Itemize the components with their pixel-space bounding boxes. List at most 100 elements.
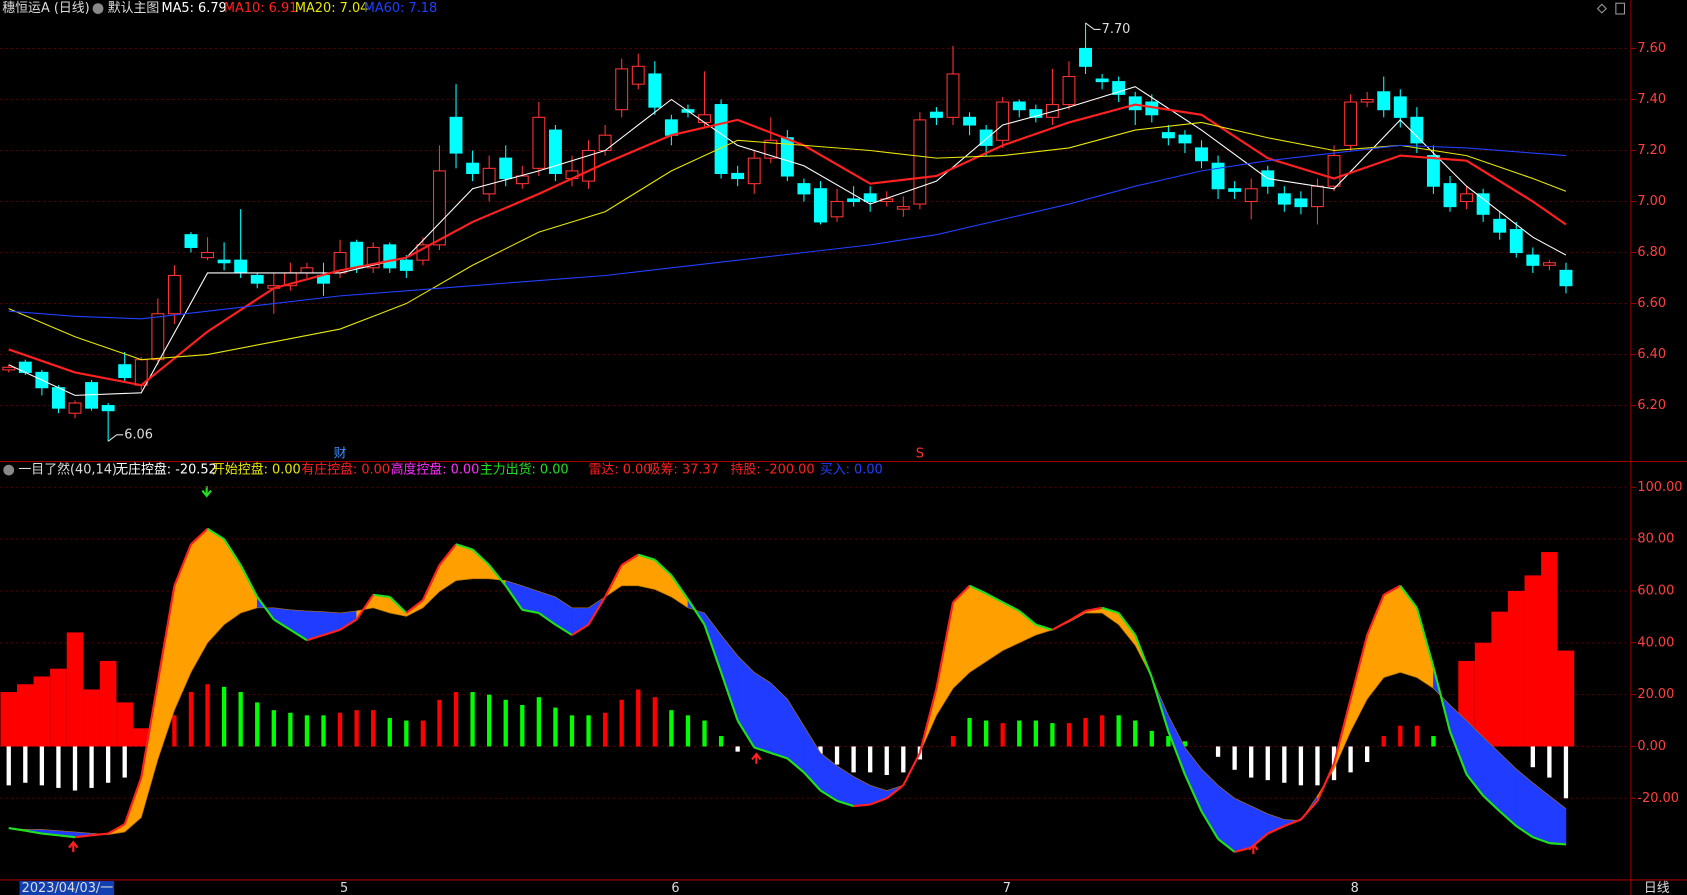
y-tick-label: 6.60 xyxy=(1637,296,1666,311)
candle-body xyxy=(366,246,380,269)
fast-line xyxy=(438,543,457,566)
fast-line xyxy=(339,618,358,631)
candle-body xyxy=(797,183,811,195)
fast-line xyxy=(886,784,904,800)
histogram-bar xyxy=(304,715,310,747)
histogram-bar xyxy=(1265,746,1270,781)
menu-icon[interactable] xyxy=(92,3,104,14)
candle-body xyxy=(1178,134,1192,144)
histogram-bar xyxy=(271,710,276,747)
signal-arrow xyxy=(68,840,79,852)
y-tick-label: 6.20 xyxy=(1637,398,1666,413)
candle-body xyxy=(1294,198,1308,208)
fast-line xyxy=(1515,825,1534,839)
fast-line xyxy=(902,752,921,786)
histogram-bar xyxy=(818,746,823,755)
y-tick-label: 6.80 xyxy=(1637,245,1666,260)
fast-line xyxy=(1002,601,1020,612)
chart-subtitle: 默认主图 xyxy=(108,0,160,16)
fast-line xyxy=(637,553,656,561)
fast-line xyxy=(1234,846,1252,853)
fast-line xyxy=(41,832,59,837)
candle-body xyxy=(731,172,745,180)
candle-body xyxy=(979,129,993,146)
histogram-bar xyxy=(1000,723,1005,747)
candle-body xyxy=(1542,262,1556,266)
fast-line xyxy=(1035,623,1053,631)
chart-title: 穗恒运A (日线) xyxy=(2,1,89,16)
candle-body xyxy=(863,193,877,203)
candle-body xyxy=(582,149,596,182)
candle-body xyxy=(1211,162,1225,190)
candle-body xyxy=(1045,104,1059,118)
fast-line xyxy=(190,527,209,546)
menu-icon[interactable] xyxy=(3,464,15,476)
fast-line xyxy=(1117,612,1137,636)
fast-line xyxy=(306,633,324,642)
candle-body xyxy=(1460,193,1474,203)
y-tick-label: 60.00 xyxy=(1637,583,1674,598)
histogram-bar xyxy=(1547,746,1552,778)
candle-body xyxy=(1029,109,1043,118)
fast-line xyxy=(1068,609,1087,622)
candle-body xyxy=(350,241,364,269)
fast-line xyxy=(107,823,126,835)
histogram-bar xyxy=(868,746,873,773)
histogram-bar xyxy=(1282,746,1287,783)
legend-entry: 有庄控盘: 0.00 xyxy=(301,462,390,478)
histogram-bar xyxy=(1149,730,1154,747)
fast-line xyxy=(753,746,772,754)
histogram-bar xyxy=(569,715,575,747)
histogram-bar xyxy=(834,746,840,765)
legend-entry: 雷达: 0.00 xyxy=(589,463,652,478)
candle-body xyxy=(466,162,480,174)
legend-entry: MA60: 7.18 xyxy=(364,1,438,16)
fast-line xyxy=(140,681,159,778)
y-tick-label: 6.40 xyxy=(1637,347,1666,362)
fast-line xyxy=(1051,619,1070,631)
fast-line xyxy=(421,564,441,601)
ma-line xyxy=(8,144,1566,320)
toolbar-icon[interactable] xyxy=(1596,3,1607,14)
fast-line xyxy=(935,602,955,689)
annotation: 6.06 xyxy=(124,427,153,442)
candle-body xyxy=(615,68,629,111)
fast-line xyxy=(1366,594,1385,636)
fast-line xyxy=(1300,800,1319,821)
histogram-bar xyxy=(387,717,392,747)
legend-entry: 主力出货: 0.00 xyxy=(480,462,569,478)
fast-line xyxy=(223,538,242,566)
histogram-bar xyxy=(487,694,492,747)
candle-body xyxy=(896,206,910,210)
histogram-bar xyxy=(172,715,177,747)
fast-line xyxy=(156,585,176,682)
histogram-bar xyxy=(1232,746,1237,770)
fast-line xyxy=(1498,810,1517,827)
fast-line xyxy=(1399,585,1418,609)
fast-line xyxy=(355,594,375,621)
histogram-bar xyxy=(536,697,542,747)
histogram-bar xyxy=(437,699,442,747)
histogram-bar xyxy=(105,746,111,783)
histogram-bar xyxy=(1133,720,1138,747)
histogram-bar xyxy=(288,712,293,747)
fast-line xyxy=(1415,607,1435,668)
candle-body xyxy=(1344,101,1358,146)
block-bar xyxy=(132,728,150,747)
candle-body xyxy=(780,137,794,177)
candle-body xyxy=(167,274,181,315)
y-tick-label: 100.00 xyxy=(1637,480,1682,495)
fast-line xyxy=(389,596,408,614)
block-bar xyxy=(1541,552,1558,747)
histogram-bar xyxy=(1050,723,1055,747)
ma-line xyxy=(8,121,1567,361)
histogram-bar xyxy=(702,720,707,747)
histogram-bar xyxy=(1215,746,1221,757)
y-tick-label: -20.00 xyxy=(1637,791,1679,806)
fast-line xyxy=(703,624,723,673)
toolbar-icon[interactable] xyxy=(1615,2,1626,15)
histogram-bar xyxy=(1298,746,1304,786)
y-tick-label: 7.40 xyxy=(1637,92,1666,107)
fast-line xyxy=(1150,677,1170,732)
candle-body xyxy=(1062,75,1076,106)
